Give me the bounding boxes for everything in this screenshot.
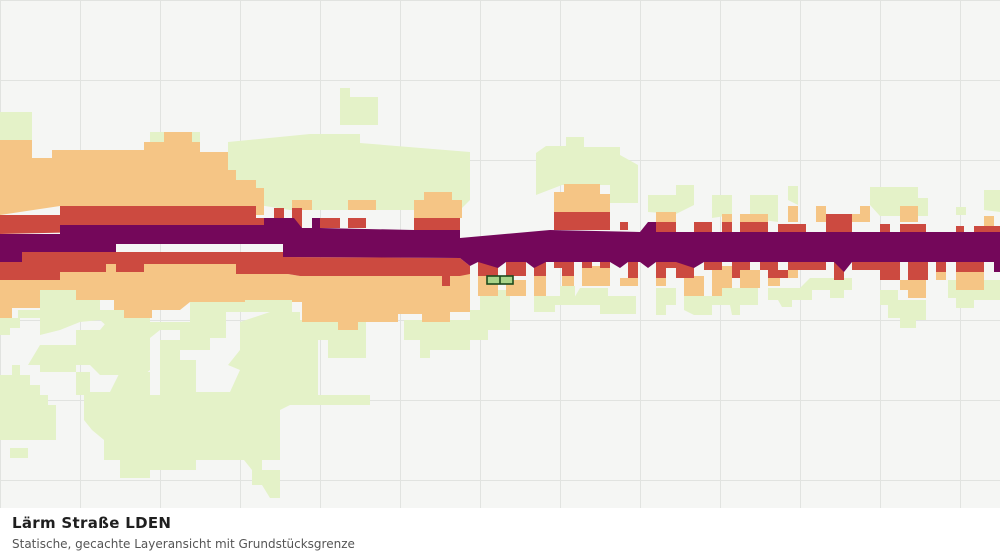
noise-area-low — [788, 206, 798, 222]
noise-area-lowest — [340, 88, 378, 125]
noise-area-high — [740, 222, 768, 232]
noise-area-lowest — [984, 190, 1000, 212]
noise-map-canvas — [0, 0, 1000, 508]
noise-area-highest — [0, 218, 1000, 272]
noise-area-low — [900, 206, 918, 222]
noise-area-high — [768, 270, 788, 278]
noise-area-low — [740, 214, 768, 222]
noise-area-low — [348, 200, 376, 210]
noise-area-lowest — [534, 286, 575, 312]
noise-area-lowest — [76, 312, 370, 498]
noise-area-low — [582, 266, 610, 286]
noise-area-high — [0, 244, 470, 280]
noise-area-lowest — [536, 137, 638, 203]
noise-area-high — [900, 224, 926, 232]
noise-area-lowest — [656, 288, 676, 315]
noise-area-high — [956, 226, 964, 232]
noise-area-lowest — [684, 288, 758, 315]
noise-area-low — [788, 270, 798, 278]
noise-area-high — [788, 260, 826, 270]
noise-area-high — [880, 224, 890, 232]
noise-area-low — [534, 276, 546, 296]
noise-area-high — [628, 260, 638, 278]
noise-area-low — [956, 272, 984, 290]
map-title: Lärm Straße LDEN — [12, 514, 172, 532]
noise-area-high — [732, 260, 750, 278]
noise-area-high — [348, 218, 366, 228]
noise-area-lowest — [404, 290, 510, 358]
noise-area-low — [0, 132, 264, 215]
noise-area-low — [684, 276, 704, 296]
noise-area-low — [0, 264, 470, 330]
noise-area-lowest — [228, 134, 470, 210]
noise-band-low — [0, 132, 994, 330]
noise-area-lowest — [10, 448, 28, 458]
parcel-boundary[interactable] — [486, 275, 514, 285]
map-view[interactable] — [0, 0, 1000, 508]
noise-area-low — [562, 276, 574, 286]
noise-area-high — [554, 258, 574, 276]
noise-area-high — [826, 214, 852, 232]
noise-area-lowest — [712, 195, 732, 218]
noise-area-lowest — [788, 186, 798, 205]
noise-area-high — [852, 260, 880, 270]
noise-area-low — [740, 270, 760, 288]
noise-area-high — [694, 222, 712, 232]
noise-area-high — [722, 222, 732, 232]
noise-area-low — [900, 280, 926, 298]
noise-area-low — [768, 278, 780, 286]
noise-area-low — [414, 192, 462, 218]
noise-area-high — [704, 260, 722, 270]
noise-area-low — [852, 206, 870, 222]
noise-area-lowest — [0, 365, 56, 440]
noise-area-low — [936, 270, 946, 280]
noise-area-high — [320, 218, 340, 228]
noise-area-high — [956, 260, 984, 272]
noise-area-low — [712, 266, 732, 296]
noise-area-high — [974, 226, 1000, 232]
map-subtitle: Statische, gecachte Layeransicht mit Gru… — [12, 537, 355, 551]
noise-area-low — [656, 212, 676, 222]
noise-band-highest — [0, 218, 1000, 272]
noise-area-low — [722, 214, 732, 222]
noise-area-high — [778, 224, 806, 232]
map-caption: Lärm Straße LDEN Statische, gecachte Lay… — [0, 508, 1000, 560]
noise-area-low — [816, 206, 826, 222]
noise-area-high — [506, 258, 526, 276]
noise-area-high — [554, 212, 610, 230]
noise-area-lowest — [0, 112, 32, 140]
noise-area-lowest — [570, 288, 636, 314]
noise-area-lowest — [28, 318, 150, 385]
noise-area-low — [554, 184, 610, 212]
noise-area-high — [656, 222, 676, 232]
noise-area-high — [442, 276, 450, 286]
noise-area-high — [760, 260, 778, 270]
noise-area-low — [292, 200, 312, 210]
noise-area-low — [656, 276, 666, 286]
noise-area-high — [936, 260, 946, 272]
noise-area-lowest — [768, 278, 852, 307]
noise-area-low — [984, 216, 994, 226]
noise-area-high — [908, 260, 928, 280]
noise-area-high — [620, 222, 628, 230]
noise-area-lowest — [956, 207, 966, 215]
noise-area-lowest — [880, 290, 926, 328]
noise-area-high — [880, 260, 900, 280]
noise-area-lowest — [648, 185, 694, 214]
noise-area-low — [620, 278, 638, 286]
noise-area-lowest — [870, 187, 928, 216]
